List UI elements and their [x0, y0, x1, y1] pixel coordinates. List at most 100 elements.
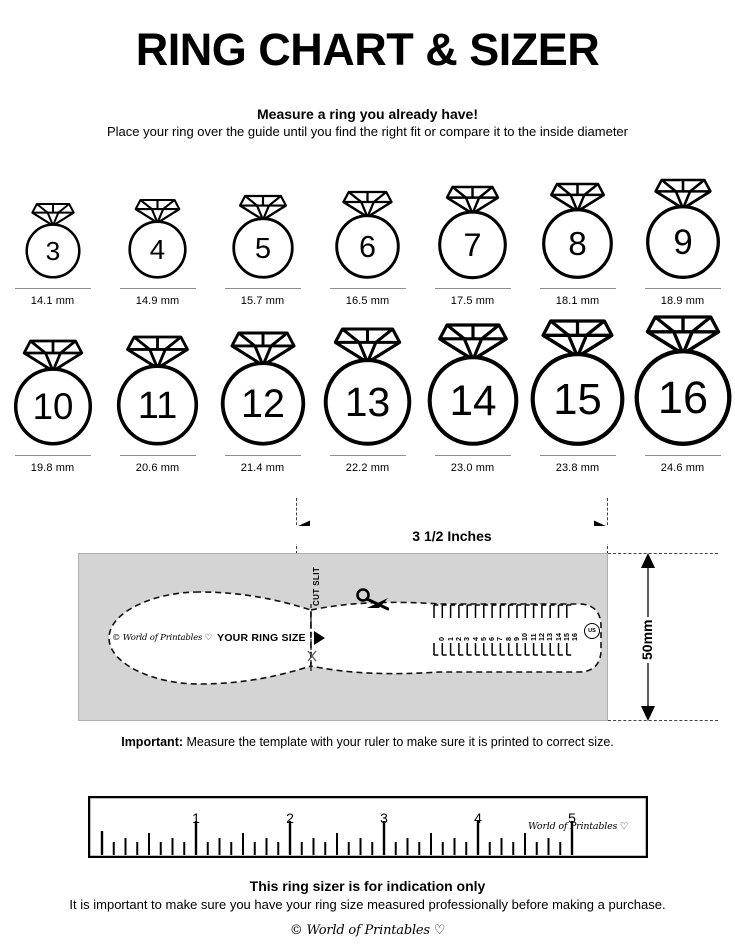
sizer-scale-number: 13 — [545, 633, 555, 641]
ring-divider — [329, 288, 406, 290]
ring-diagram: 16 — [632, 315, 734, 448]
cut-marker-icon — [307, 650, 317, 662]
arrow-right-icon — [313, 631, 325, 645]
ring-sizer-template — [78, 553, 608, 721]
ring-with-diamond-icon: 15 — [530, 319, 625, 446]
sizer-scale-number: 16 — [570, 633, 580, 641]
ring-size-number: 8 — [568, 226, 587, 263]
ring-cell: 3 14.1 mm — [5, 202, 101, 307]
ring-diagram: 9 — [643, 178, 723, 281]
ring-with-diamond-icon: 14 — [427, 323, 518, 446]
ring-divider — [539, 454, 616, 456]
template-width-label: 3 1/2 Inches — [296, 526, 608, 544]
ring-diameter-label: 18.1 mm — [555, 295, 600, 308]
ring-cell: 10 19.8 mm — [5, 339, 101, 474]
ring-diagram: 6 — [332, 190, 403, 281]
ring-size-number: 14 — [449, 377, 496, 424]
ring-cell: 9 18.9 mm — [635, 178, 731, 307]
ruler-inch-number: 3 — [380, 810, 388, 826]
ring-divider — [14, 454, 91, 456]
us-badge: US — [584, 623, 600, 639]
ring-size-number: 3 — [45, 236, 60, 266]
ring-diameter-label: 17.5 mm — [450, 295, 495, 308]
your-ring-size-label: YOUR RING SIZE — [217, 632, 306, 644]
template-height-label: 50mm — [638, 616, 656, 663]
ring-divider — [329, 454, 406, 456]
ring-divider — [434, 454, 511, 456]
dimension-guide-bottom — [608, 720, 718, 721]
ring-diameter-label: 22.2 mm — [345, 461, 390, 474]
ring-with-diamond-icon: 9 — [645, 178, 720, 280]
ring-with-diamond-icon: 13 — [323, 327, 412, 446]
ring-diameter-label: 18.9 mm — [660, 295, 705, 308]
cut-slit-label: CUT SLIT — [312, 566, 321, 606]
page-title: RING CHART & SIZER — [135, 24, 600, 75]
ring-with-diamond-icon: 8 — [542, 182, 613, 279]
your-ring-size-row: © World of Printables ♡ YOUR RING SIZE — [112, 631, 325, 645]
ruler-inch-number: 4 — [474, 810, 482, 826]
sizer-scale-number: 3 — [462, 637, 472, 641]
ring-divider — [434, 288, 511, 290]
ring-cell: 5 15.7 mm — [215, 194, 311, 307]
ring-diagram: 11 — [114, 335, 201, 447]
ring-cell: 7 17.5 mm — [425, 185, 521, 307]
ring-diagram: 10 — [11, 339, 95, 447]
sizer-scale-number: 0 — [437, 637, 447, 641]
ring-size-number: 11 — [138, 385, 178, 427]
ring-size-number: 7 — [463, 227, 481, 263]
ring-diagram: 13 — [321, 327, 414, 447]
ring-diameter-label: 15.7 mm — [240, 295, 285, 308]
ring-diameter-label: 23.0 mm — [450, 461, 495, 474]
ring-size-number: 15 — [553, 375, 602, 424]
important-prefix: Important: — [121, 735, 184, 749]
ruler-body — [88, 796, 648, 858]
ring-cell: 14 23.0 mm — [425, 323, 521, 474]
ring-diameter-label: 16.5 mm — [345, 295, 390, 308]
ring-diameter-label: 20.6 mm — [135, 461, 180, 474]
inch-ruler: World of Printables ♡ 1 2 3 4 5 — [88, 796, 648, 858]
ring-divider — [224, 288, 301, 290]
ring-diagram: 5 — [229, 194, 297, 281]
ring-cell: 16 24.6 mm — [632, 315, 734, 474]
ring-divider — [644, 454, 721, 456]
sizer-scale-number: 10 — [520, 633, 530, 641]
ring-divider — [119, 288, 196, 290]
ruler-inch-number: 5 — [568, 810, 576, 826]
ring-cell: 13 22.2 mm — [320, 327, 416, 474]
ring-size-number: 12 — [241, 382, 285, 426]
ring-divider — [14, 288, 91, 290]
ring-diameter-label: 23.8 mm — [555, 461, 600, 474]
ring-cell: 15 23.8 mm — [530, 319, 626, 474]
sizer-scale-ticks — [433, 604, 572, 656]
subtitle-instructions: Place your ring over the guide until you… — [106, 124, 628, 139]
subtitle-bold: Measure a ring you already have! — [257, 106, 478, 122]
ring-cell: 12 21.4 mm — [215, 331, 311, 474]
ring-size-number: 16 — [657, 372, 707, 423]
ring-diagram: 12 — [218, 331, 308, 447]
ring-row-1: 3 14.1 mm 4 14.9 mm 5 15.7 mm 6 16.5 mm 7 17.5 mm… — [0, 178, 735, 307]
ring-diagram: 14 — [425, 323, 521, 447]
ring-cell: 8 18.1 mm — [530, 182, 626, 307]
template-width-dimension: 3 1/2 Inches — [296, 498, 608, 554]
ring-diagram: 3 — [22, 202, 84, 281]
ring-with-diamond-icon: 10 — [13, 339, 92, 446]
template-height-dimension: 50mm — [608, 553, 718, 723]
ruler-brand: World of Printables ♡ — [528, 821, 629, 832]
ring-diagram: 8 — [539, 182, 616, 281]
ring-size-number: 9 — [673, 224, 692, 262]
ring-diagram: 7 — [435, 185, 510, 281]
ruler-inch-number: 2 — [286, 810, 294, 826]
ring-divider — [119, 454, 196, 456]
ring-with-diamond-icon: 11 — [116, 335, 199, 446]
ring-with-diamond-icon: 3 — [24, 203, 81, 279]
ring-with-diamond-icon: 6 — [335, 190, 400, 279]
sizer-cutout-shape — [108, 591, 602, 685]
dimension-guide-top — [608, 553, 718, 554]
template-brand-inline: © World of Printables ♡ — [112, 633, 213, 643]
ring-diameter-label: 19.8 mm — [30, 461, 75, 474]
ring-divider — [644, 288, 721, 290]
ring-with-diamond-icon: 7 — [438, 185, 507, 279]
ring-diameter-label: 14.9 mm — [135, 295, 180, 308]
ring-cell: 6 16.5 mm — [320, 190, 416, 307]
ruler-inch-number: 1 — [192, 810, 200, 826]
